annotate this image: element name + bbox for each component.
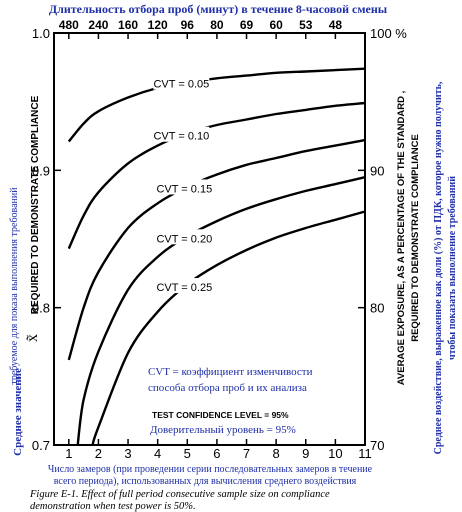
top-tick-label: 480 [59, 18, 79, 32]
x-tick-label: 4 [154, 446, 161, 461]
y-left-tick-label: 0.7 [32, 438, 50, 453]
x-tick-label: 1 [65, 446, 72, 461]
top-note: Длительность отбора проб (минут) в течен… [49, 2, 388, 16]
plot-frame [53, 32, 366, 446]
series-label-bg [153, 126, 210, 142]
series-line [67, 101, 366, 250]
top-tick-label: 48 [329, 18, 343, 32]
y-left-tick-label: 0.8 [32, 301, 50, 316]
y-right-tick-label: 90 [370, 163, 384, 178]
tick-marks [54, 32, 366, 446]
series-label-bg [156, 179, 213, 195]
legend-cv: CVT = коэффициент изменчивости [148, 366, 313, 378]
series-line [76, 176, 366, 446]
x-tick-label: 11 [358, 446, 372, 461]
x-tick-label: 2 [95, 446, 102, 461]
legend-cv-2: способа отбора проб и их анализа [148, 382, 307, 394]
ylabel-right-ru-2: чтобы показать выполнение требований [447, 176, 458, 360]
series-line [67, 67, 366, 143]
y-right-tick-labels: 100 % 90 80 70 [370, 26, 407, 453]
caption: Figure E-1. Effect of full period consec… [29, 489, 332, 512]
x-tick-label: 10 [328, 446, 342, 461]
ylabel-right-2: REQUIRED TO DEMONSTRATE COMPLIANCE [410, 134, 421, 342]
top-tick-label: 53 [299, 18, 313, 32]
ylabel-left-symbol: x̃ [24, 334, 41, 342]
x-tick-label: 7 [243, 446, 250, 461]
x-tick-label: 5 [184, 446, 191, 461]
series-label: CVT = 0.25 [156, 282, 212, 294]
xlabel-ru-1: Число замеров (при проведении серии посл… [48, 464, 373, 475]
series-line [67, 138, 366, 361]
x-tick-label: 9 [302, 446, 309, 461]
ylabel-left-ru-1: требуемое для показа выполнения требован… [9, 187, 20, 385]
xlabel-ru-2: всего периода), использованных для вычис… [54, 476, 357, 487]
ylabel-left: REQUIRED TO DEMONSTRATE COMPLIANCE [30, 95, 41, 314]
ylabel-left-ru-2: Среднее значение [12, 368, 24, 456]
top-tick-label: 60 [269, 18, 283, 32]
series-label: CVT = 0.20 [156, 233, 212, 245]
confidence-ru: Доверительный уровень = 95% [150, 424, 296, 436]
y-right-tick-label: 100 % [370, 26, 407, 41]
confidence-en: TEST CONFIDENCE LEVEL = 95% [152, 410, 289, 420]
y-right-tick-label: 70 [370, 438, 384, 453]
top-tick-label: 120 [148, 18, 168, 32]
top-tick-label: 160 [118, 18, 138, 32]
ylabel-right-1: AVERAGE EXPOSURE, AS A PERCENTAGE OF THE… [396, 91, 407, 386]
y-left-tick-labels: 1.0 0.9 0.8 0.7 [32, 26, 50, 453]
top-tick-label: 80 [210, 18, 224, 32]
y-left-tick-label: 1.0 [32, 26, 50, 41]
ylabel-right-ru-1: Среднее воздействие, выраженное как доли… [433, 81, 444, 454]
top-tick-label: 69 [240, 18, 254, 32]
top-tick-label: 96 [181, 18, 195, 32]
x-tick-label: 8 [273, 446, 280, 461]
x-tick-label: 6 [213, 446, 220, 461]
y-right-tick-label: 80 [370, 301, 384, 316]
series-label: CVT = 0.15 [156, 183, 212, 195]
series-label-bg [153, 74, 210, 90]
x-tick-label: 3 [124, 446, 131, 461]
series-label: CVT = 0.10 [153, 131, 209, 143]
top-tick-label: 240 [88, 18, 108, 32]
series-line [91, 210, 366, 446]
series-label-bg [156, 229, 213, 245]
series-label-bg [156, 278, 213, 294]
x-tick-labels: 1 2 3 4 5 6 7 8 9 10 11 [65, 446, 372, 461]
y-left-tick-label: 0.9 [32, 163, 50, 178]
series-label: CVT = 0.05 [153, 79, 209, 91]
series-labels: CVT = 0.05 CVT = 0.10 CVT = 0.15 CVT = 0.20… [153, 74, 213, 294]
top-tick-labels: 480 240 160 120 96 80 69 60 53 48 [59, 18, 343, 32]
